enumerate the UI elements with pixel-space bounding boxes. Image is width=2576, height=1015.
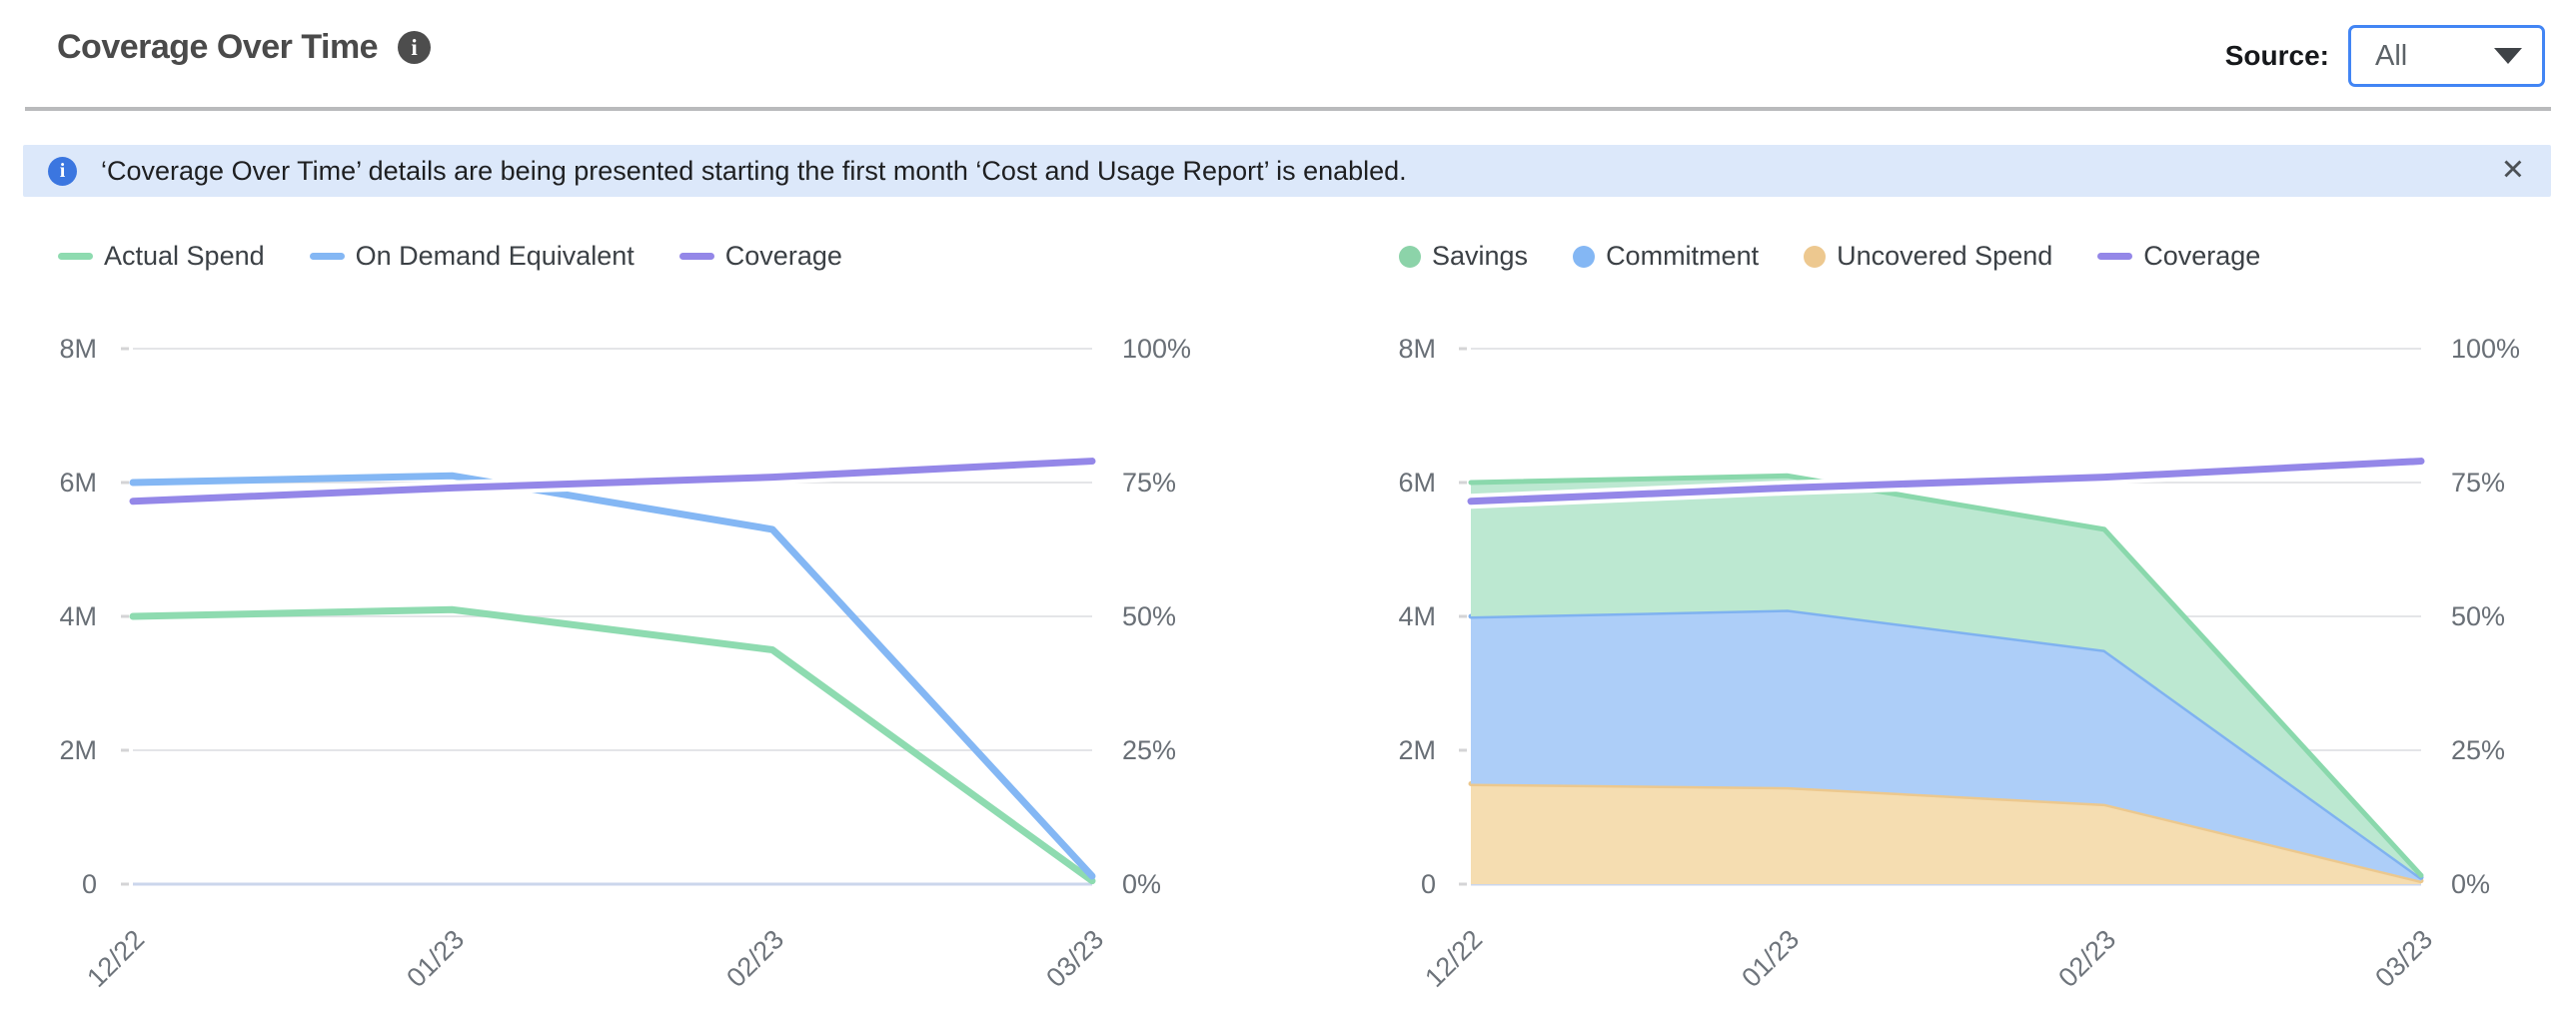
y-axis-label-left: 8M <box>59 334 97 364</box>
legend-label: Uncovered Spend <box>1837 241 2053 271</box>
legend-label: Actual Spend <box>104 241 265 271</box>
info-glyph: i <box>411 35 418 60</box>
area-uncovered-spend <box>1471 783 2421 884</box>
source-dropdown[interactable]: All <box>2348 25 2545 87</box>
y-axis-label-right: 0% <box>1122 869 1161 899</box>
legend-label: Coverage <box>724 241 842 271</box>
panel-header: Coverage Over Time i <box>57 28 432 67</box>
legend-swatch-on-demand-equivalent <box>309 253 345 260</box>
legend-item-actual-spend[interactable]: Actual Spend <box>58 241 265 272</box>
x-axis-label: 12/22 <box>1419 924 1488 993</box>
legend-item-coverage[interactable]: Coverage <box>2097 241 2260 272</box>
x-axis-label: 01/23 <box>401 924 470 993</box>
x-axis-label: 03/23 <box>2369 924 2438 993</box>
legend-item-on-demand-equivalent[interactable]: On Demand Equivalent <box>309 241 635 272</box>
legend-swatch-coverage <box>678 253 714 260</box>
banner-info-icon: i <box>48 156 77 186</box>
line-coverage <box>1467 458 2425 506</box>
x-axis-label: 12/22 <box>81 924 150 993</box>
x-axis-label: 02/23 <box>720 924 789 993</box>
legend-label: On Demand Equivalent <box>355 241 635 271</box>
line-actual-spend <box>129 605 1096 885</box>
y-axis-label-left: 6M <box>59 468 97 498</box>
legend-swatch-commitment <box>1573 245 1596 268</box>
x-axis-label: 01/23 <box>1736 924 1805 993</box>
y-axis-label-left: 4M <box>59 601 97 631</box>
legend-item-coverage[interactable]: Coverage <box>678 241 842 272</box>
banner-info-glyph: i <box>59 160 66 182</box>
area-edge-commitment <box>1468 606 2424 880</box>
y-axis-label-right: 25% <box>2451 735 2505 765</box>
y-axis-label-left: 0 <box>1421 869 1436 899</box>
chevron-down-icon <box>2494 48 2522 64</box>
area-savings <box>1471 476 2421 878</box>
legend-right-chart: Savings Commitment Uncovered Spend Coverage <box>1399 241 2260 272</box>
y-axis-label-left: 2M <box>59 735 97 765</box>
legend-swatch-actual-spend <box>58 253 93 260</box>
info-banner: i ‘Coverage Over Time’ details are being… <box>23 145 2551 197</box>
header-divider <box>25 107 2551 111</box>
line-on-demand-equivalent <box>129 472 1096 880</box>
y-axis-label-right: 75% <box>1122 468 1176 498</box>
source-dropdown-value: All <box>2375 39 2408 72</box>
y-axis-label-right: 100% <box>1122 334 1191 364</box>
legend-label: Savings <box>1432 241 1529 271</box>
y-axis-label-left: 6M <box>1398 468 1436 498</box>
legend-item-savings[interactable]: Savings <box>1399 241 1528 272</box>
legend-swatch-uncovered-spend <box>1804 245 1827 268</box>
legend-swatch-coverage <box>2097 253 2133 260</box>
source-label: Source: <box>2224 40 2329 71</box>
y-axis-label-right: 0% <box>2451 869 2490 899</box>
legend-left-chart: Actual Spend On Demand Equivalent Coverage <box>58 241 842 272</box>
y-axis-label-right: 50% <box>2451 601 2505 631</box>
y-axis-label-right: 50% <box>1122 601 1176 631</box>
x-axis-label: 02/23 <box>2052 924 2121 993</box>
y-axis-label-left: 8M <box>1398 334 1436 364</box>
line-coverage <box>129 458 1096 506</box>
area-edge-savings <box>1468 473 2424 878</box>
y-axis-label-right: 25% <box>1122 735 1176 765</box>
legend-label: Commitment <box>1606 241 1760 271</box>
info-icon[interactable]: i <box>398 31 432 64</box>
legend-item-commitment[interactable]: Commitment <box>1573 241 1759 272</box>
legend-label: Coverage <box>2143 241 2261 271</box>
source-control: Source: All <box>2225 25 2545 87</box>
y-axis-label-right: 75% <box>2451 468 2505 498</box>
y-axis-label-left: 2M <box>1398 735 1436 765</box>
y-axis-label-left: 4M <box>1398 601 1436 631</box>
area-commitment <box>1471 609 2421 881</box>
x-axis-label: 03/23 <box>1040 924 1109 993</box>
legend-item-uncovered-spend[interactable]: Uncovered Spend <box>1804 241 2052 272</box>
legend-swatch-savings <box>1399 245 1421 268</box>
y-axis-label-left: 0 <box>82 869 97 899</box>
y-axis-label-right: 100% <box>2451 334 2520 364</box>
banner-close-icon[interactable]: ✕ <box>2500 154 2525 187</box>
page-title: Coverage Over Time <box>57 28 379 66</box>
banner-text: ‘Coverage Over Time’ details are being p… <box>101 155 1407 186</box>
